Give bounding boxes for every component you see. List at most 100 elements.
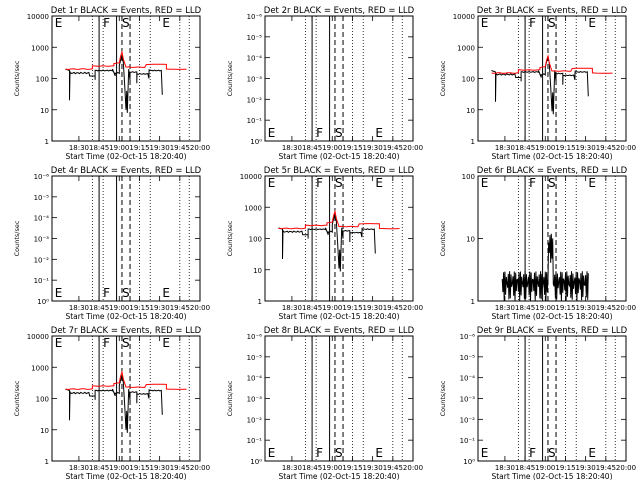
x-tick-label: 19:30 [150, 144, 170, 152]
x-tick-label: 19:00 [535, 464, 555, 472]
marker-letter: F [316, 446, 323, 460]
x-tick-label: 19:00 [535, 304, 555, 312]
y-tick-label: 1000 [457, 44, 475, 52]
marker-letter: S [548, 446, 556, 460]
y-tick-label: 10000 [240, 173, 262, 181]
marker-letter: E [481, 176, 489, 190]
y-tick-label: 100 [36, 396, 49, 404]
x-axis-title: Start Time (02-Oct-15 18:20:40) [491, 472, 612, 480]
marker-letter: F [529, 16, 536, 30]
y-tick-label: 10 [466, 236, 475, 244]
x-tick-label: 19:30 [363, 144, 383, 152]
x-tick-label: 20:00 [190, 144, 210, 152]
y-tick-label: 10⁻³ [460, 396, 476, 404]
marker-letter: E [481, 446, 489, 460]
y-tick-label: 10 [40, 107, 49, 115]
y-axis-title: Counts/sec [439, 60, 447, 96]
y-axis-title: Counts/sec [13, 60, 21, 96]
x-tick-label: 20:00 [616, 464, 636, 472]
x-tick-label: 18:30 [69, 464, 89, 472]
x-tick-label: 19:45 [596, 304, 616, 312]
x-tick-label: 20:00 [190, 304, 210, 312]
x-tick-label: 19:00 [109, 464, 129, 472]
series-events [501, 233, 589, 302]
marker-letter: S [548, 16, 556, 30]
series-lld [278, 209, 400, 230]
panel-title: Det 3r BLACK = Events, RED = LLD [477, 6, 628, 16]
y-tick-label: 100 [462, 76, 475, 84]
x-tick-label: 19:45 [383, 304, 403, 312]
x-tick-label: 18:45 [515, 304, 535, 312]
x-tick-label: 19:15 [129, 464, 149, 472]
plot-frame [264, 335, 414, 462]
y-axis-title: Counts/sec [13, 220, 21, 256]
y-axis-title: Counts/sec [226, 380, 234, 416]
panel-det-1r: Det 1r BLACK = Events, RED = LLD 1 10 100 10… [13, 6, 210, 161]
panel-det-7r: Det 7r BLACK = Events, RED = LLD 1 10 100 10… [13, 326, 210, 480]
y-tick-label: 1 [471, 298, 475, 306]
y-tick-label: 10⁻³ [34, 236, 50, 244]
x-tick-label: 19:30 [150, 464, 170, 472]
plot-frame [264, 175, 414, 302]
y-tick-label: 1000 [31, 44, 49, 52]
panel-title: Det 2r BLACK = Events, RED = LLD [264, 6, 415, 16]
x-tick-label: 19:15 [342, 464, 362, 472]
x-tick-label: 18:30 [495, 304, 515, 312]
y-tick-label: 10⁻⁶ [34, 173, 50, 181]
x-tick-label: 19:00 [322, 464, 342, 472]
marker-letter: S [335, 446, 343, 460]
plot-frame [51, 335, 201, 462]
y-axis-title: Counts/sec [226, 220, 234, 256]
y-tick-label: 10⁻² [247, 416, 263, 424]
series-events [65, 54, 163, 113]
marker-letter: E [162, 336, 170, 350]
x-tick-label: 18:30 [282, 304, 302, 312]
series-lld [65, 370, 187, 391]
y-axis-title: Counts/sec [13, 380, 21, 416]
marker-letter: F [529, 446, 536, 460]
y-axis-title: Counts/sec [439, 380, 447, 416]
x-tick-label: 19:45 [596, 464, 616, 472]
y-tick-label: 10⁻¹ [34, 277, 50, 285]
x-tick-label: 18:45 [302, 464, 322, 472]
y-tick-label: 10⁻⁵ [460, 354, 476, 362]
marker-letter: F [316, 176, 323, 190]
marker-letter: F [316, 126, 323, 140]
y-tick-label: 10⁻¹ [247, 437, 263, 445]
y-tick-label: 100 [462, 173, 475, 181]
x-axis-title: Start Time (02-Oct-15 18:20:40) [278, 152, 399, 161]
y-tick-label: 10 [40, 427, 49, 435]
x-tick-label: 19:15 [342, 144, 362, 152]
x-tick-label: 18:30 [495, 464, 515, 472]
plot-frame [477, 335, 627, 462]
panel-det-2r: Det 2r BLACK = Events, RED = LLD 10⁰ 10⁻¹ 1… [226, 6, 423, 161]
x-tick-label: 20:00 [616, 304, 636, 312]
panel-title: Det 5r BLACK = Events, RED = LLD [264, 166, 415, 176]
y-tick-label: 10000 [27, 13, 49, 21]
y-tick-label: 10⁰ [250, 138, 262, 146]
x-tick-label: 19:45 [170, 144, 190, 152]
marker-letter: S [335, 126, 343, 140]
x-tick-label: 19:15 [555, 304, 575, 312]
marker-letter: E [268, 176, 276, 190]
marker-letter: E [162, 16, 170, 30]
x-axis-title: Start Time (02-Oct-15 18:20:40) [65, 152, 186, 161]
y-tick-label: 10⁰ [37, 298, 49, 306]
y-tick-label: 10⁻¹ [460, 437, 476, 445]
y-axis-title: Counts/sec [226, 60, 234, 96]
y-tick-label: 10⁰ [250, 458, 262, 466]
x-tick-label: 20:00 [403, 144, 423, 152]
series-events [491, 56, 589, 115]
y-tick-label: 10⁻³ [247, 396, 263, 404]
x-tick-label: 18:45 [302, 144, 322, 152]
marker-letter: E [375, 446, 383, 460]
x-tick-label: 19:15 [129, 144, 149, 152]
y-tick-label: 10 [466, 107, 475, 115]
panel-det-4r: Det 4r BLACK = Events, RED = LLD 10⁰ 10⁻¹ 1… [13, 166, 210, 321]
y-tick-label: 1 [45, 458, 49, 466]
x-tick-label: 19:45 [383, 144, 403, 152]
marker-letter: E [588, 176, 596, 190]
x-tick-label: 19:30 [150, 304, 170, 312]
x-tick-label: 19:15 [555, 464, 575, 472]
x-tick-label: 19:30 [576, 144, 596, 152]
